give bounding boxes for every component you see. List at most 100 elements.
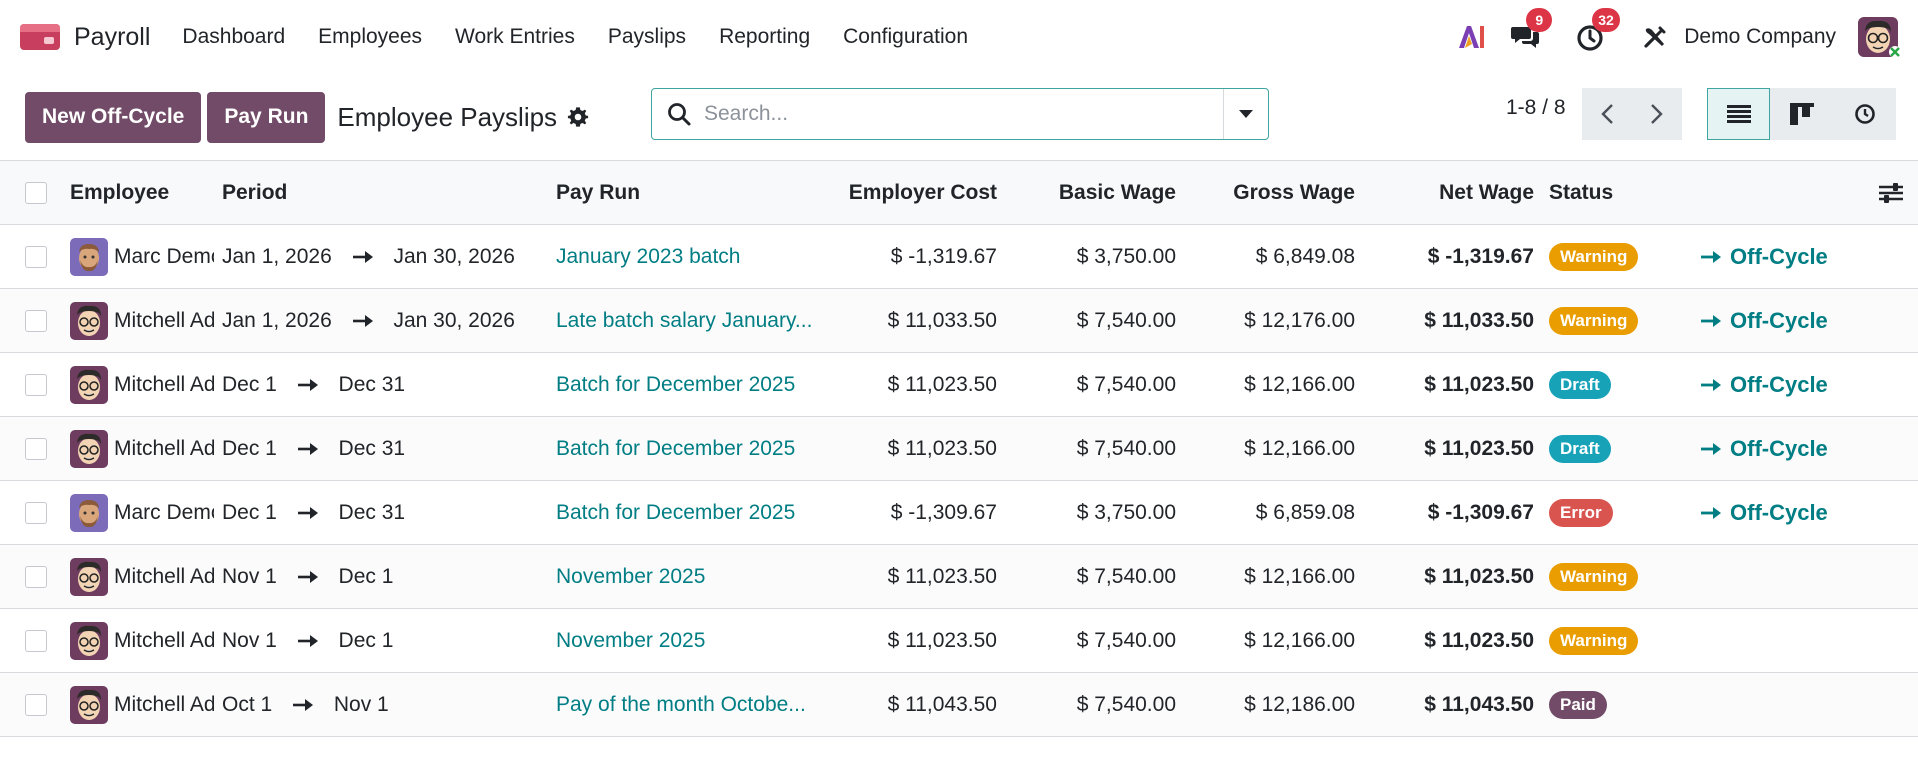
off-cycle-button[interactable]: Off-Cycle: [1700, 417, 1880, 481]
row-checkbox[interactable]: [25, 566, 47, 588]
pay-run-link[interactable]: Batch for December 2025: [556, 437, 796, 460]
off-cycle-button[interactable]: Off-Cycle: [1700, 481, 1880, 545]
table-row[interactable]: Mitchell Admin Nov 1 Dec 1 November 2025…: [0, 609, 1918, 673]
clock-icon: [1577, 25, 1603, 51]
pager-next-button[interactable]: [1632, 88, 1682, 140]
period-end: Nov 1: [333, 693, 389, 716]
basic-wage: $ 7,540.00: [1076, 629, 1176, 652]
employer-cost: $ 11,033.50: [887, 309, 997, 332]
employee-name: Marc Demo: [114, 501, 214, 524]
app-name[interactable]: Payroll: [74, 22, 151, 51]
search-input[interactable]: [704, 102, 1223, 126]
list-view-button[interactable]: [1707, 88, 1770, 140]
pager-value[interactable]: 1-8 / 8: [1506, 96, 1566, 119]
period-start: Dec 1: [222, 373, 277, 396]
menu-employees[interactable]: Employees: [318, 25, 423, 48]
row-checkbox[interactable]: [25, 374, 47, 396]
activity-view-button[interactable]: [1833, 88, 1896, 140]
header-period[interactable]: Period: [222, 181, 288, 204]
off-cycle-button[interactable]: Off-Cycle: [1700, 289, 1880, 353]
table-row[interactable]: Mitchell Admin Dec 1 Dec 31 Batch for De…: [0, 353, 1918, 417]
basic-wage: $ 3,750.00: [1076, 245, 1176, 268]
header-employer-cost[interactable]: Employer Cost: [848, 181, 997, 204]
messages-menu[interactable]: 9: [1510, 8, 1553, 52]
basic-wage: $ 7,540.00: [1076, 437, 1176, 460]
employee-name: Mitchell Admin: [114, 309, 214, 332]
period-start: Dec 1: [222, 501, 277, 524]
kanban-view-button[interactable]: [1770, 88, 1833, 140]
period-start: Nov 1: [222, 565, 277, 588]
ai-icon[interactable]: [1456, 22, 1486, 52]
row-checkbox[interactable]: [25, 438, 47, 460]
header-basic-wage[interactable]: Basic Wage: [1058, 181, 1176, 204]
menu-work-entries[interactable]: Work Entries: [455, 25, 575, 48]
row-checkbox[interactable]: [25, 310, 47, 332]
employee-avatar: [70, 686, 108, 724]
pay-run-link[interactable]: Batch for December 2025: [556, 373, 796, 396]
period-end: Dec 31: [338, 373, 406, 396]
employee-cell: Marc Demo: [70, 481, 214, 545]
employee-cell: Mitchell Admin: [70, 417, 214, 481]
header-gross-wage[interactable]: Gross Wage: [1233, 181, 1355, 204]
new-off-cycle-button[interactable]: New Off-Cycle: [25, 91, 202, 143]
row-checkbox[interactable]: [25, 246, 47, 268]
period-start: Oct 1: [222, 693, 273, 716]
table-row[interactable]: Mitchell Admin Jan 1, 2026 Jan 30, 2026 …: [0, 289, 1918, 353]
row-checkbox[interactable]: [25, 502, 47, 524]
list-view-icon: [1726, 105, 1751, 123]
employee-avatar: [70, 558, 108, 596]
user-avatar[interactable]: [1858, 17, 1901, 58]
search-options-toggle[interactable]: [1223, 89, 1268, 139]
pay-run-link[interactable]: November 2025: [556, 629, 706, 652]
header-pay-run[interactable]: Pay Run: [556, 181, 641, 204]
net-wage: $ 11,043.50: [1424, 693, 1534, 716]
header-net-wage[interactable]: Net Wage: [1439, 181, 1534, 204]
pay-run-link[interactable]: January 2023 batch: [556, 245, 741, 268]
company-switcher[interactable]: Demo Company: [1684, 25, 1836, 48]
off-cycle-button[interactable]: Off-Cycle: [1700, 353, 1880, 417]
gear-icon[interactable]: [567, 106, 589, 128]
employee-cell: Mitchell Admin: [70, 545, 214, 609]
gross-wage: $ 12,176.00: [1244, 309, 1355, 332]
pay-run-link[interactable]: Batch for December 2025: [556, 501, 796, 524]
employee-avatar: [70, 366, 108, 404]
table-row[interactable]: Mitchell Admin Dec 1 Dec 31 Batch for De…: [0, 417, 1918, 481]
menu-dashboard[interactable]: Dashboard: [182, 25, 286, 48]
menu-configuration[interactable]: Configuration: [843, 25, 969, 48]
row-checkbox[interactable]: [25, 630, 47, 652]
header-employee[interactable]: Employee: [70, 181, 170, 204]
table-row[interactable]: Marc Demo Dec 1 Dec 31 Batch for Decembe…: [0, 481, 1918, 545]
header-status[interactable]: Status: [1549, 181, 1614, 204]
search-icon[interactable]: [666, 101, 692, 127]
select-all-checkbox[interactable]: [25, 182, 47, 204]
off-cycle-button[interactable]: Off-Cycle: [1700, 225, 1880, 289]
period-start: Dec 1: [222, 437, 277, 460]
table-row[interactable]: Marc Demo Jan 1, 2026 Jan 30, 2026 Janua…: [0, 225, 1918, 289]
net-wage: $ 11,033.50: [1424, 309, 1534, 332]
main-menu: Dashboard Employees Work Entries Payslip…: [182, 25, 1001, 49]
off-cycle-label: Off-Cycle: [1730, 244, 1828, 269]
pay-run-button[interactable]: Pay Run: [207, 91, 326, 143]
menu-reporting[interactable]: Reporting: [719, 25, 811, 48]
basic-wage: $ 7,540.00: [1076, 565, 1176, 588]
pay-run-link[interactable]: Pay of the month Octobe...: [556, 693, 806, 716]
off-cycle-label: Off-Cycle: [1730, 308, 1828, 333]
row-checkbox[interactable]: [25, 694, 47, 716]
pay-run-link[interactable]: November 2025: [556, 565, 706, 588]
activity-view-icon: [1854, 104, 1875, 124]
menu-payslips[interactable]: Payslips: [607, 25, 687, 48]
payroll-app-icon[interactable]: [20, 24, 60, 50]
status-cell: Warning: [1549, 225, 1689, 289]
pager-previous-button[interactable]: [1582, 88, 1632, 140]
period-end: Jan 30, 2026: [393, 309, 515, 332]
arrow-right-icon: [352, 315, 373, 328]
table-row[interactable]: Mitchell Admin Nov 1 Dec 1 November 2025…: [0, 545, 1918, 609]
pay-run-link[interactable]: Late batch salary January...: [556, 309, 813, 332]
sliders-icon[interactable]: [1878, 181, 1904, 205]
activities-menu[interactable]: 32: [1576, 8, 1620, 52]
table-row[interactable]: Mitchell Admin Oct 1 Nov 1 Pay of the mo…: [0, 673, 1918, 737]
control-panel: New Off-Cycle Pay Run Employee Payslips …: [0, 74, 1918, 160]
arrow-right-icon: [297, 507, 318, 520]
tools-icon[interactable]: [1642, 24, 1668, 50]
off-cycle-label: Off-Cycle: [1730, 372, 1828, 397]
